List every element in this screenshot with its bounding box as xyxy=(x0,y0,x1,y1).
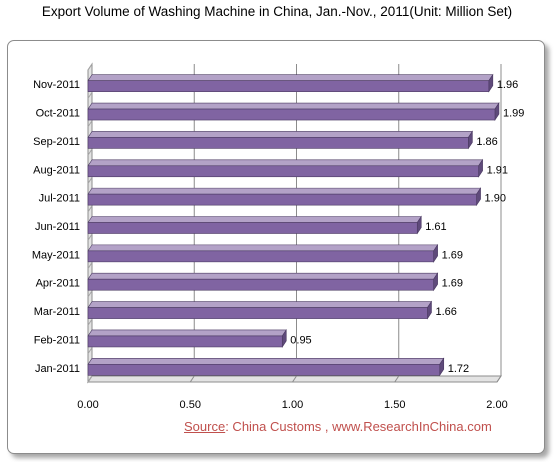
bar-top xyxy=(87,216,422,223)
bar-top xyxy=(87,159,484,167)
category-separator xyxy=(87,177,93,184)
bar xyxy=(87,137,469,149)
data-label: 1.91 xyxy=(487,164,508,176)
category-separator xyxy=(87,92,93,99)
bar xyxy=(87,193,477,206)
bar-top xyxy=(87,358,445,365)
bar-top xyxy=(87,272,439,280)
x-tick-label: 1.00 xyxy=(282,399,303,411)
bar xyxy=(87,335,283,348)
y-tick-label: Jun-2011 xyxy=(35,221,80,233)
gridline-floor xyxy=(189,375,195,383)
category-separator xyxy=(87,120,93,128)
bar xyxy=(87,165,479,178)
y-tick-label: Nov-2011 xyxy=(33,79,80,91)
gridline-floor xyxy=(394,375,400,383)
bar xyxy=(87,222,418,234)
x-tick-label: 0.50 xyxy=(180,399,201,411)
x-tick-label: 1.50 xyxy=(384,399,405,411)
y-tick-label: Sep-2011 xyxy=(33,136,80,148)
bar-top xyxy=(87,329,287,337)
y-tick-label: Jul-2011 xyxy=(39,193,80,205)
y-tick-label: Oct-2011 xyxy=(36,108,80,120)
data-label: 1.61 xyxy=(425,221,446,233)
y-tick-label: May-2011 xyxy=(32,249,80,261)
data-label: 1.72 xyxy=(448,363,469,375)
category-separator xyxy=(87,318,93,326)
y-tick-label: Apr-2011 xyxy=(36,278,80,290)
data-label: 1.69 xyxy=(442,278,463,290)
category-separator xyxy=(87,233,93,241)
bar-top xyxy=(87,74,494,81)
bar xyxy=(87,307,428,319)
y-tick-label: Aug-2011 xyxy=(33,164,80,176)
source-label: Source xyxy=(184,419,226,434)
category-separator xyxy=(87,63,93,71)
bar xyxy=(87,250,434,263)
bar xyxy=(87,364,441,376)
bar-top xyxy=(87,244,439,252)
chart-title: Export Volume of Washing Machine in Chin… xyxy=(41,4,513,19)
x-tick-label: 2.00 xyxy=(486,399,507,411)
source-note: Source: China Customs , www.ResearchInCh… xyxy=(184,419,492,434)
bar xyxy=(87,108,496,121)
category-separator xyxy=(87,148,93,156)
bar xyxy=(87,80,490,92)
bars xyxy=(87,73,500,377)
y-tick-label: Mar-2011 xyxy=(34,306,80,318)
category-separator xyxy=(87,290,93,298)
data-label: 1.99 xyxy=(503,108,524,120)
labels: 0.00 0.50 1.00 1.50 2.00 Jan-2011 1.72 Feb-2011… xyxy=(32,79,524,411)
gridline-floor xyxy=(496,375,502,383)
y-tick-label: Jan-2011 xyxy=(35,363,80,375)
bar-top xyxy=(87,131,473,138)
data-label: 0.95 xyxy=(290,334,311,346)
data-label: 1.86 xyxy=(476,136,497,148)
data-label: 1.96 xyxy=(497,79,518,91)
bar-top xyxy=(87,187,482,195)
data-label: 1.90 xyxy=(485,193,506,205)
bar-top xyxy=(87,301,433,308)
y-tick-label: Feb-2011 xyxy=(34,334,80,346)
category-separator xyxy=(87,205,93,213)
gridline-floor xyxy=(292,375,297,383)
bar-top xyxy=(87,102,500,110)
category-separator xyxy=(87,375,93,383)
x-tick-label: 0.00 xyxy=(77,399,98,411)
category-separator xyxy=(87,262,93,269)
category-separator xyxy=(87,347,93,354)
data-label: 1.69 xyxy=(442,249,463,261)
data-label: 1.66 xyxy=(435,306,456,318)
bar xyxy=(87,278,434,291)
source-text: : China Customs , www.ResearchInChina.co… xyxy=(225,419,492,434)
